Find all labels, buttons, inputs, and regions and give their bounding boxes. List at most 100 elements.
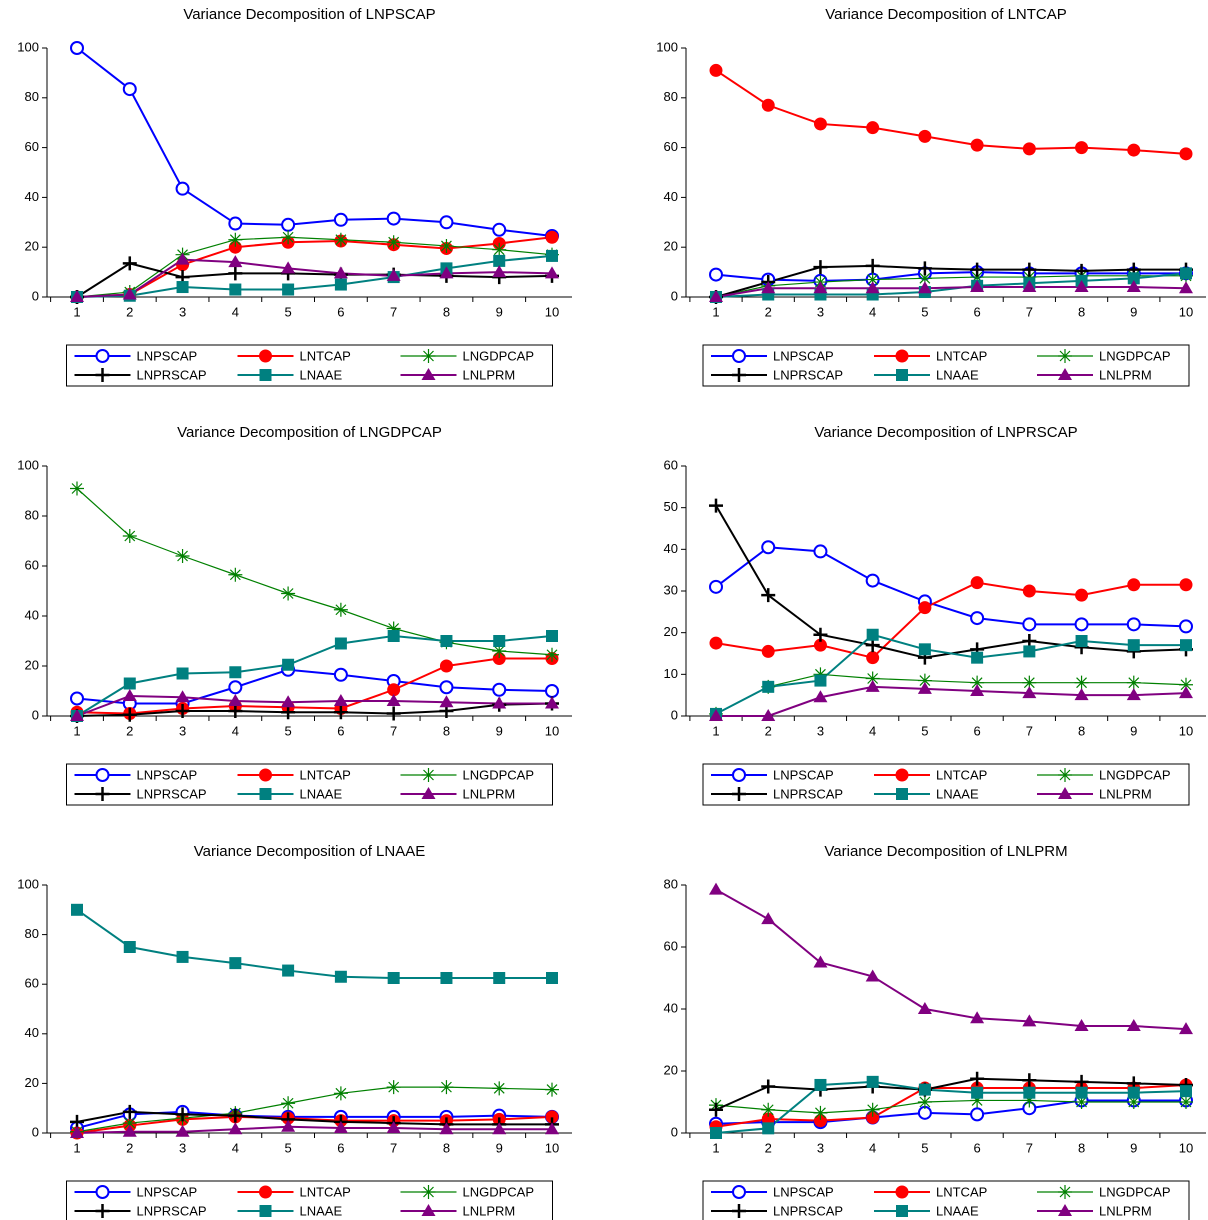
x-tick-label: 4 — [232, 1140, 239, 1155]
y-tick-label: 20 — [25, 657, 39, 672]
legend-label: LNTCAP — [300, 767, 351, 782]
y-tick-label: 40 — [25, 1025, 39, 1040]
y-tick-label: 20 — [664, 239, 678, 254]
y-tick-label: 100 — [17, 457, 39, 472]
y-tick-label: 50 — [664, 499, 678, 514]
data-point — [493, 635, 506, 647]
legend-label: LNGDPCAP — [463, 1184, 535, 1199]
data-point — [545, 684, 559, 698]
legend-marker — [95, 768, 110, 782]
data-point — [1074, 617, 1089, 632]
data-point — [813, 544, 828, 559]
data-point — [1179, 281, 1193, 294]
data-point — [228, 1108, 243, 1123]
series-line — [76, 254, 553, 298]
legend-label: LNAAE — [936, 786, 979, 801]
legend-box — [702, 344, 1190, 387]
data-point — [1180, 1085, 1192, 1098]
data-point — [865, 969, 880, 982]
legend-marker — [1058, 368, 1072, 380]
series-line — [715, 264, 1186, 298]
x-tick-label: 9 — [1130, 723, 1137, 738]
data-point — [386, 235, 401, 250]
data-point — [918, 643, 931, 656]
data-point — [1127, 143, 1141, 157]
data-point — [1179, 1095, 1193, 1109]
y-tick-label: 100 — [17, 39, 39, 54]
legend-marker — [95, 349, 110, 363]
series-line — [715, 1099, 1186, 1125]
data-point — [70, 41, 84, 55]
data-point — [813, 627, 828, 642]
x-tick-label: 2 — [126, 723, 133, 738]
chart-title: Variance Decomposition of LNAAE — [194, 843, 426, 860]
series-line — [715, 1083, 1187, 1128]
data-point — [1022, 584, 1036, 598]
data-point — [1127, 639, 1140, 652]
data-point — [440, 972, 453, 984]
legend-label: LNPRSCAP — [773, 1203, 843, 1218]
data-point — [228, 255, 243, 268]
chart-title: Variance Decomposition of LNPSCAP — [183, 6, 435, 23]
data-point — [865, 1102, 880, 1117]
data-point — [175, 690, 190, 703]
x-tick-label: 9 — [1130, 1140, 1137, 1155]
x-tick-label: 7 — [390, 723, 397, 738]
data-point — [813, 690, 828, 703]
data-point — [545, 266, 559, 279]
legend-marker — [732, 1204, 746, 1218]
data-point — [546, 630, 558, 642]
legend-marker — [95, 1185, 110, 1199]
series-line — [715, 275, 1186, 298]
legend-marker — [1058, 768, 1072, 782]
data-point — [439, 1122, 454, 1135]
data-point — [281, 1096, 296, 1111]
data-point — [709, 636, 723, 650]
data-point — [122, 287, 137, 300]
x-tick-label: 1 — [712, 1140, 719, 1155]
y-tick-label: 100 — [17, 876, 39, 891]
y-tick-label: 30 — [664, 582, 678, 597]
data-point — [918, 601, 932, 615]
x-tick-label: 8 — [443, 1140, 450, 1155]
x-tick-label: 1 — [73, 1140, 80, 1155]
y-tick-label: 40 — [664, 1000, 678, 1015]
data-point — [333, 694, 348, 706]
x-tick-label: 8 — [1078, 1140, 1085, 1155]
series-line — [76, 694, 552, 717]
data-point — [281, 217, 296, 232]
data-point — [814, 674, 827, 687]
y-tick-label: 40 — [25, 607, 39, 622]
x-tick-label: 4 — [869, 723, 876, 738]
x-tick-label: 4 — [869, 1140, 876, 1155]
data-point — [545, 647, 559, 662]
data-point — [709, 63, 723, 77]
data-point — [1179, 677, 1193, 692]
legend-marker — [95, 1204, 110, 1218]
y-tick-label: 20 — [664, 624, 678, 639]
data-point — [917, 1002, 932, 1014]
legend-marker — [896, 1205, 908, 1217]
data-point — [122, 82, 137, 97]
x-tick-label: 5 — [284, 723, 291, 738]
legend-marker — [895, 349, 909, 363]
x-tick-label: 10 — [545, 723, 559, 738]
data-point — [282, 283, 295, 296]
data-point — [176, 281, 189, 294]
y-tick-label: 20 — [25, 239, 39, 254]
legend-label: LNPSCAP — [137, 767, 198, 782]
x-tick-label: 2 — [126, 1140, 133, 1155]
data-point — [1126, 675, 1141, 690]
data-point — [709, 290, 723, 302]
data-point — [813, 281, 828, 294]
x-tick-label: 6 — [337, 304, 344, 319]
y-tick-label: 60 — [25, 557, 39, 572]
data-point — [761, 912, 776, 925]
data-point — [761, 1102, 776, 1117]
data-point — [970, 138, 984, 152]
legend-marker — [895, 768, 909, 782]
legend-label: LNTCAP — [300, 348, 351, 363]
legend-marker — [1058, 787, 1072, 799]
data-point — [229, 283, 242, 296]
series-line — [76, 1110, 552, 1126]
